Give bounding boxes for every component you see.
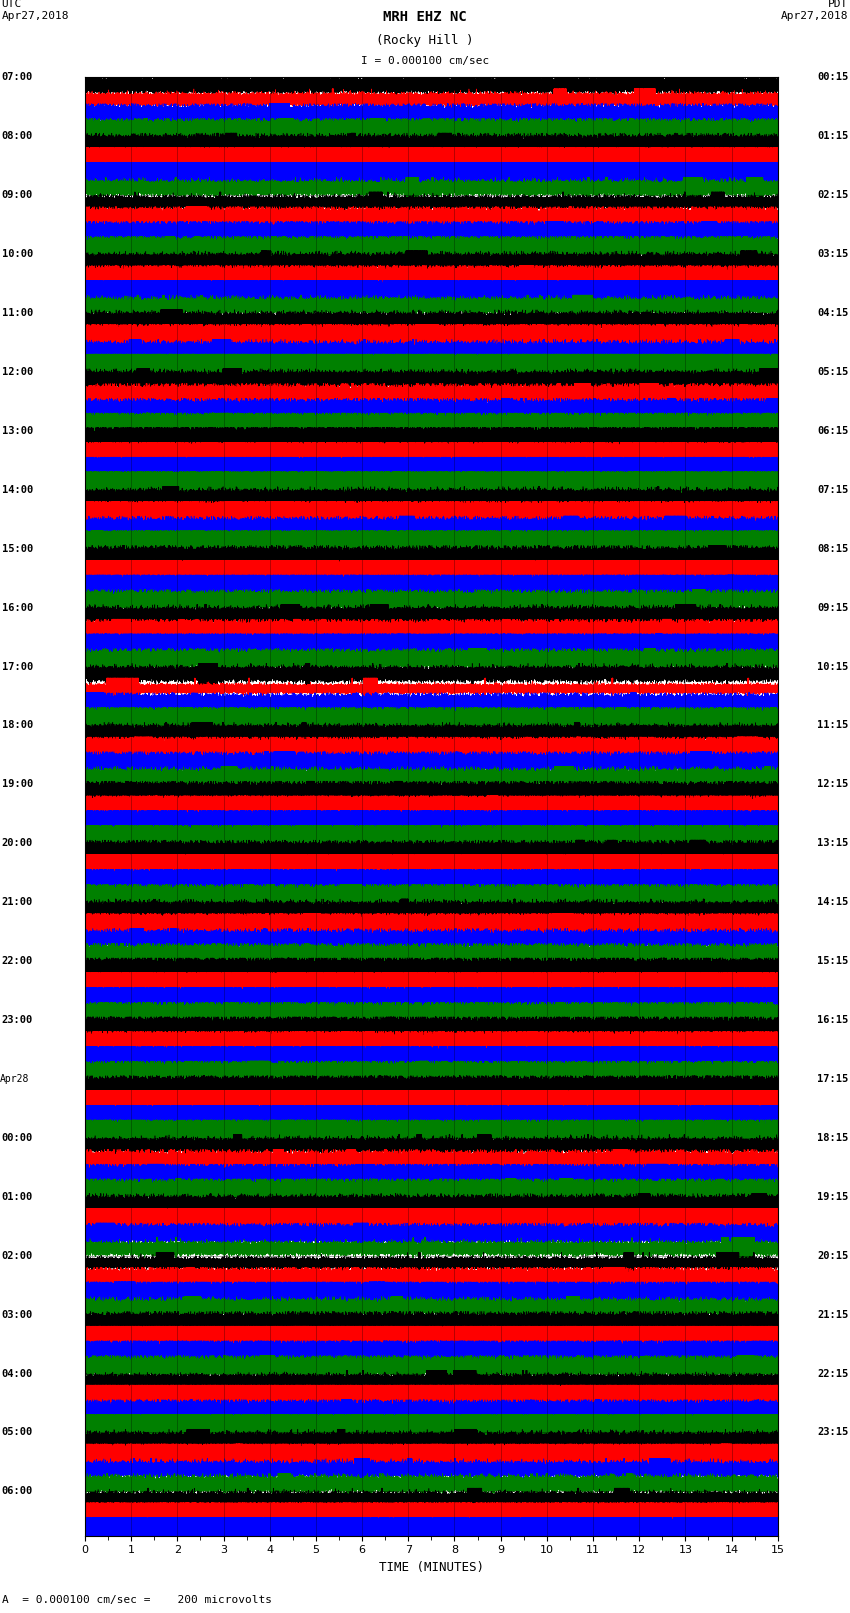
- Text: 03:15: 03:15: [817, 248, 848, 260]
- Text: 13:00: 13:00: [2, 426, 33, 436]
- Text: 01:15: 01:15: [817, 131, 848, 142]
- Text: 11:15: 11:15: [817, 721, 848, 731]
- Text: 04:00: 04:00: [2, 1368, 33, 1379]
- Text: 16:00: 16:00: [2, 603, 33, 613]
- Text: 19:15: 19:15: [817, 1192, 848, 1202]
- Text: 10:00: 10:00: [2, 248, 33, 260]
- Text: 11:00: 11:00: [2, 308, 33, 318]
- Text: 23:15: 23:15: [817, 1428, 848, 1437]
- Text: MRH EHZ NC: MRH EHZ NC: [383, 10, 467, 24]
- Text: 06:00: 06:00: [2, 1487, 33, 1497]
- Text: 07:15: 07:15: [817, 486, 848, 495]
- Text: 08:00: 08:00: [2, 131, 33, 142]
- Text: 15:15: 15:15: [817, 957, 848, 966]
- Text: 12:15: 12:15: [817, 779, 848, 789]
- Text: PDT
Apr27,2018: PDT Apr27,2018: [781, 0, 848, 21]
- Text: 17:00: 17:00: [2, 661, 33, 671]
- Text: 21:15: 21:15: [817, 1310, 848, 1319]
- Text: 05:00: 05:00: [2, 1428, 33, 1437]
- Text: 03:00: 03:00: [2, 1310, 33, 1319]
- Text: 02:15: 02:15: [817, 190, 848, 200]
- Text: 12:00: 12:00: [2, 368, 33, 377]
- Text: 14:15: 14:15: [817, 897, 848, 907]
- Text: 02:00: 02:00: [2, 1250, 33, 1261]
- Text: 18:15: 18:15: [817, 1132, 848, 1144]
- Text: 08:15: 08:15: [817, 544, 848, 553]
- Text: A  = 0.000100 cm/sec =    200 microvolts: A = 0.000100 cm/sec = 200 microvolts: [2, 1595, 272, 1605]
- Text: UTC
Apr27,2018: UTC Apr27,2018: [2, 0, 69, 21]
- Text: 19:00: 19:00: [2, 779, 33, 789]
- Text: 07:00: 07:00: [2, 73, 33, 82]
- Text: 17:15: 17:15: [817, 1074, 848, 1084]
- Text: 10:15: 10:15: [817, 661, 848, 671]
- Text: 04:15: 04:15: [817, 308, 848, 318]
- Text: Apr28: Apr28: [0, 1074, 30, 1084]
- Text: 00:15: 00:15: [817, 73, 848, 82]
- Text: 18:00: 18:00: [2, 721, 33, 731]
- Text: 22:15: 22:15: [817, 1368, 848, 1379]
- Text: 22:00: 22:00: [2, 957, 33, 966]
- Text: 09:15: 09:15: [817, 603, 848, 613]
- Text: 15:00: 15:00: [2, 544, 33, 553]
- Text: 06:15: 06:15: [817, 426, 848, 436]
- Text: 14:00: 14:00: [2, 486, 33, 495]
- Text: (Rocky Hill ): (Rocky Hill ): [377, 34, 473, 47]
- Text: 21:00: 21:00: [2, 897, 33, 907]
- Text: 01:00: 01:00: [2, 1192, 33, 1202]
- X-axis label: TIME (MINUTES): TIME (MINUTES): [379, 1561, 484, 1574]
- Text: 16:15: 16:15: [817, 1015, 848, 1026]
- Text: 05:15: 05:15: [817, 368, 848, 377]
- Text: 09:00: 09:00: [2, 190, 33, 200]
- Text: 13:15: 13:15: [817, 839, 848, 848]
- Text: 23:00: 23:00: [2, 1015, 33, 1026]
- Text: 20:15: 20:15: [817, 1250, 848, 1261]
- Text: 20:00: 20:00: [2, 839, 33, 848]
- Text: 00:00: 00:00: [2, 1132, 33, 1144]
- Text: I = 0.000100 cm/sec: I = 0.000100 cm/sec: [361, 56, 489, 66]
